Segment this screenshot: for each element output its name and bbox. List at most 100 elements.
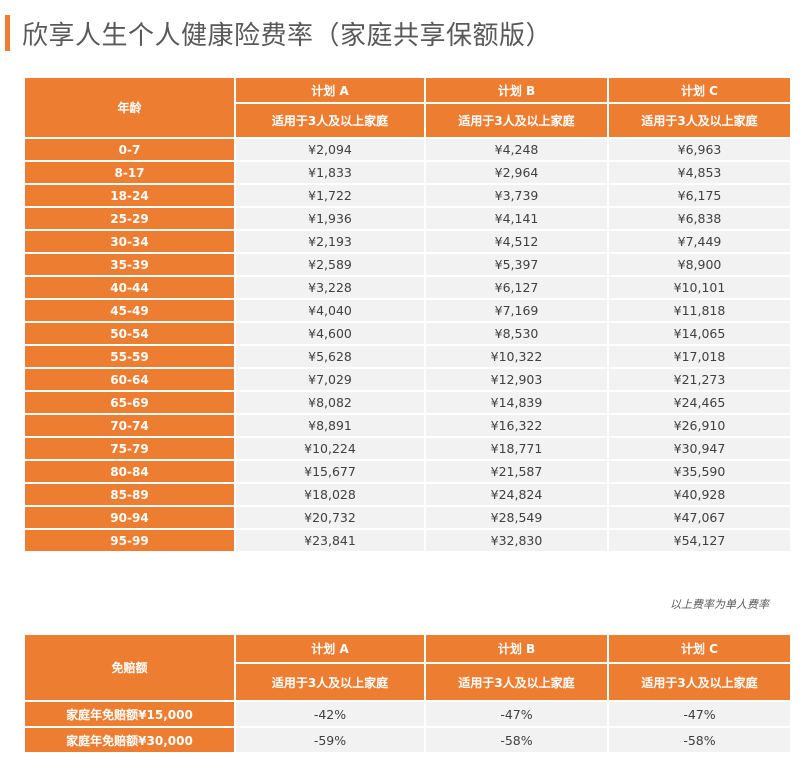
plan-c-cell: ¥14,065 (607, 321, 792, 346)
ded-plan-c-header: 计划 C (607, 633, 792, 664)
age-cell: 25-29 (23, 206, 236, 231)
age-cell: 35-39 (23, 252, 236, 277)
plan-c-cell: ¥30,947 (607, 436, 792, 461)
table-row: 家庭年免赔额¥30,000 -59% -58% -58% (23, 726, 792, 754)
age-cell: 45-49 (23, 298, 236, 323)
plan-c-cell: -47% (607, 700, 792, 728)
plan-a-cell: -42% (234, 700, 426, 728)
table-row: 家庭年免赔额¥15,000 -42% -47% -47% (23, 700, 792, 728)
plan-c-cell: ¥8,900 (607, 252, 792, 277)
age-cell: 75-79 (23, 436, 236, 461)
age-cell: 60-64 (23, 367, 236, 392)
plan-c-cell: ¥10,101 (607, 275, 792, 300)
plan-a-cell: ¥1,833 (234, 160, 426, 185)
plan-b-subheader: 适用于3人及以上家庭 (424, 102, 609, 139)
plan-b-cell: ¥8,530 (424, 321, 609, 346)
plan-b-cell: ¥6,127 (424, 275, 609, 300)
plan-b-cell: ¥7,169 (424, 298, 609, 323)
plan-c-cell: ¥24,465 (607, 390, 792, 415)
plan-c-cell: ¥26,910 (607, 413, 792, 438)
ded-plan-c-subheader: 适用于3人及以上家庭 (607, 662, 792, 702)
age-cell: 8-17 (23, 160, 236, 185)
age-cell: 50-54 (23, 321, 236, 346)
table-row: 60-64 ¥7,029 ¥12,903 ¥21,273 (23, 367, 792, 392)
plan-c-cell: -58% (607, 726, 792, 754)
plan-b-cell: ¥24,824 (424, 482, 609, 507)
plan-b-cell: ¥16,322 (424, 413, 609, 438)
table-row: 50-54 ¥4,600 ¥8,530 ¥14,065 (23, 321, 792, 346)
premium-rate-table: 年龄 计划 A 计划 B 计划 C 适用于3人及以上家庭 适用于3人及以上家庭 … (23, 76, 792, 553)
plan-a-cell: ¥4,040 (234, 298, 426, 323)
plan-c-cell: ¥11,818 (607, 298, 792, 323)
plan-b-cell: ¥5,397 (424, 252, 609, 277)
plan-b-header: 计划 B (424, 76, 609, 104)
title-block: 欣享人生个人健康险费率（家庭共享保额版） (5, 14, 552, 52)
table-row: 25-29 ¥1,936 ¥4,141 ¥6,838 (23, 206, 792, 231)
plan-b-cell: ¥32,830 (424, 528, 609, 553)
plan-c-cell: ¥21,273 (607, 367, 792, 392)
age-cell: 65-69 (23, 390, 236, 415)
plan-c-cell: ¥4,853 (607, 160, 792, 185)
age-cell: 40-44 (23, 275, 236, 300)
plan-b-cell: ¥10,322 (424, 344, 609, 369)
plan-b-cell: ¥4,141 (424, 206, 609, 231)
plan-a-cell: ¥15,677 (234, 459, 426, 484)
plan-c-cell: ¥7,449 (607, 229, 792, 254)
plan-a-cell: ¥1,936 (234, 206, 426, 231)
deductible-label-cell: 家庭年免赔额¥15,000 (23, 700, 236, 728)
age-header: 年龄 (23, 76, 236, 139)
rate-note: 以上费率为单人费率 (670, 598, 769, 611)
title-accent-bar (5, 15, 10, 51)
age-cell: 85-89 (23, 482, 236, 507)
plan-a-cell: ¥18,028 (234, 482, 426, 507)
plan-a-cell: -59% (234, 726, 426, 754)
plan-c-cell: ¥6,963 (607, 137, 792, 162)
plan-b-cell: ¥28,549 (424, 505, 609, 530)
plan-b-cell: ¥4,512 (424, 229, 609, 254)
plan-a-cell: ¥8,891 (234, 413, 426, 438)
plan-c-cell: ¥35,590 (607, 459, 792, 484)
plan-c-cell: ¥47,067 (607, 505, 792, 530)
age-cell: 70-74 (23, 413, 236, 438)
table-row: 75-79 ¥10,224 ¥18,771 ¥30,947 (23, 436, 792, 461)
table-row: 90-94 ¥20,732 ¥28,549 ¥47,067 (23, 505, 792, 530)
plan-a-header: 计划 A (234, 76, 426, 104)
age-cell: 95-99 (23, 528, 236, 553)
plan-a-cell: ¥4,600 (234, 321, 426, 346)
plan-a-cell: ¥23,841 (234, 528, 426, 553)
rate-table-body: 0-7 ¥2,094 ¥4,248 ¥6,963 8-17 ¥1,833 ¥2,964 ¥4,… (23, 137, 792, 553)
plan-c-cell: ¥54,127 (607, 528, 792, 553)
table-row: 65-69 ¥8,082 ¥14,839 ¥24,465 (23, 390, 792, 415)
plan-c-header: 计划 C (607, 76, 792, 104)
ded-plan-b-header: 计划 B (424, 633, 609, 664)
plan-a-cell: ¥7,029 (234, 367, 426, 392)
table-row: 95-99 ¥23,841 ¥32,830 ¥54,127 (23, 528, 792, 553)
plan-b-cell: ¥18,771 (424, 436, 609, 461)
plan-b-cell: ¥4,248 (424, 137, 609, 162)
plan-b-cell: ¥12,903 (424, 367, 609, 392)
table-row: 0-7 ¥2,094 ¥4,248 ¥6,963 (23, 137, 792, 162)
age-cell: 90-94 (23, 505, 236, 530)
plan-a-subheader: 适用于3人及以上家庭 (234, 102, 426, 139)
plan-b-cell: ¥3,739 (424, 183, 609, 208)
plan-a-cell: ¥10,224 (234, 436, 426, 461)
table-row: 8-17 ¥1,833 ¥2,964 ¥4,853 (23, 160, 792, 185)
plan-a-cell: ¥8,082 (234, 390, 426, 415)
table-row: 40-44 ¥3,228 ¥6,127 ¥10,101 (23, 275, 792, 300)
plan-b-cell: -58% (424, 726, 609, 754)
age-cell: 18-24 (23, 183, 236, 208)
age-cell: 80-84 (23, 459, 236, 484)
table-row: 35-39 ¥2,589 ¥5,397 ¥8,900 (23, 252, 792, 277)
plan-a-cell: ¥2,193 (234, 229, 426, 254)
ded-plan-a-subheader: 适用于3人及以上家庭 (234, 662, 426, 702)
age-cell: 55-59 (23, 344, 236, 369)
table-row: 30-34 ¥2,193 ¥4,512 ¥7,449 (23, 229, 792, 254)
deductible-header: 免赔额 (23, 633, 236, 702)
plan-b-cell: -47% (424, 700, 609, 728)
age-cell: 30-34 (23, 229, 236, 254)
plan-a-cell: ¥5,628 (234, 344, 426, 369)
deductible-table: 免赔额 计划 A 计划 B 计划 C 适用于3人及以上家庭 适用于3人及以上家庭… (23, 633, 792, 754)
table-row: 80-84 ¥15,677 ¥21,587 ¥35,590 (23, 459, 792, 484)
deductible-label-cell: 家庭年免赔额¥30,000 (23, 726, 236, 754)
age-cell: 0-7 (23, 137, 236, 162)
